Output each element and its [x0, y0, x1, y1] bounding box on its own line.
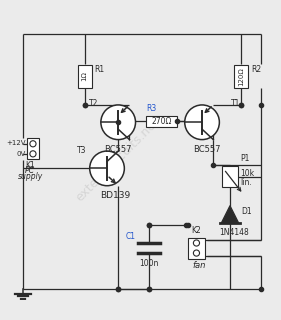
Text: supply: supply: [17, 172, 43, 181]
Text: BC557: BC557: [105, 145, 132, 154]
Polygon shape: [221, 205, 239, 223]
Circle shape: [30, 141, 36, 147]
Bar: [78, 65, 92, 88]
Text: fan: fan: [192, 261, 206, 270]
Circle shape: [90, 151, 124, 186]
Text: BC557: BC557: [194, 145, 221, 154]
Text: K2: K2: [192, 226, 201, 235]
Text: lin.: lin.: [241, 178, 252, 187]
Text: T3: T3: [77, 146, 87, 155]
Text: K1: K1: [26, 161, 35, 170]
Text: P1: P1: [241, 155, 250, 164]
Text: 100n: 100n: [139, 259, 159, 268]
Text: PC: PC: [25, 166, 35, 175]
Text: T1: T1: [230, 100, 240, 108]
Bar: [146, 116, 177, 127]
Text: 120Ω: 120Ω: [238, 67, 244, 85]
Bar: [234, 65, 248, 88]
Text: 10k: 10k: [241, 170, 255, 179]
Text: 1N4148: 1N4148: [219, 228, 249, 236]
Bar: [188, 237, 205, 259]
Bar: [222, 166, 238, 187]
Text: D1: D1: [242, 207, 252, 216]
Text: 270Ω: 270Ω: [151, 117, 172, 126]
Text: R2: R2: [251, 65, 261, 74]
Text: BD139: BD139: [101, 191, 131, 200]
Text: R3: R3: [146, 104, 157, 113]
Text: R1: R1: [94, 65, 105, 74]
Circle shape: [193, 240, 200, 246]
Text: +12V: +12V: [6, 140, 26, 146]
Text: extendcircuits.net: extendcircuits.net: [74, 116, 163, 204]
Text: C1: C1: [126, 232, 135, 241]
Circle shape: [185, 105, 219, 140]
Text: 1Ω: 1Ω: [82, 71, 88, 81]
Bar: [27, 138, 39, 159]
Circle shape: [30, 151, 36, 157]
Circle shape: [193, 250, 200, 256]
Text: T2: T2: [89, 100, 98, 108]
Circle shape: [101, 105, 135, 140]
Text: 0V: 0V: [16, 151, 26, 157]
